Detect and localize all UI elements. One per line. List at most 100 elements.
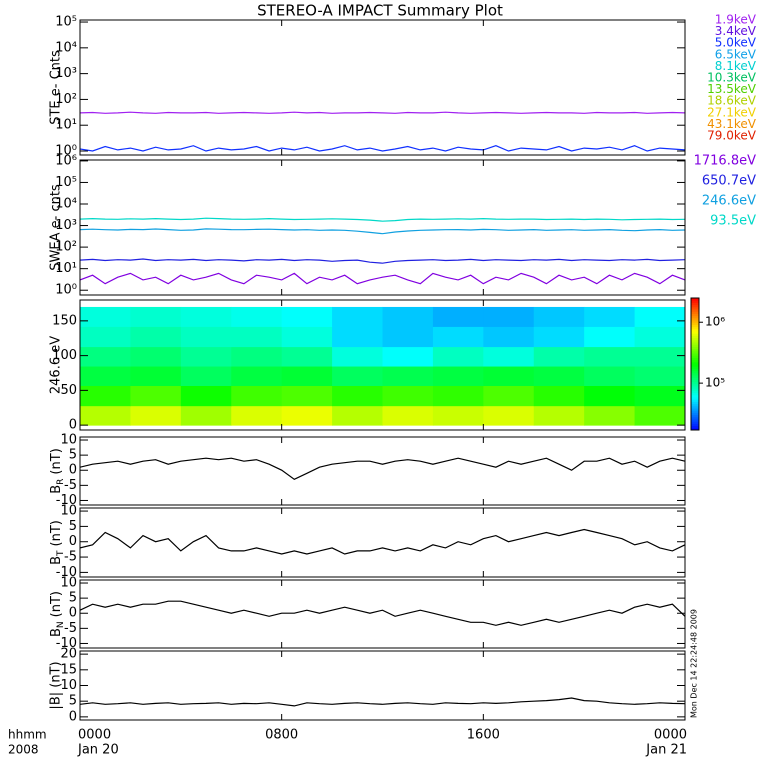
heat-cell <box>634 346 686 367</box>
heat-cell <box>80 326 131 348</box>
y-tick-label: -10 <box>56 565 77 580</box>
panel-frame <box>79 436 686 506</box>
heat-cell <box>231 385 283 407</box>
y-tick-label: 0 <box>69 463 77 478</box>
label-unit: (nT) <box>49 448 64 474</box>
heat-cell <box>180 385 232 407</box>
heat-cell <box>332 346 383 367</box>
colorbar-step <box>691 324 699 328</box>
heat-cell <box>382 385 434 407</box>
heat-cell <box>180 326 232 348</box>
colorbar-step <box>691 315 699 319</box>
heat-cell <box>130 306 182 327</box>
colorbar-step <box>691 328 699 332</box>
heat-cell <box>180 346 232 367</box>
y-tick-label: 0 <box>69 534 77 549</box>
x-tick-label: 0800 <box>265 728 298 743</box>
heat-cell <box>130 366 182 387</box>
y-tick-label: 10⁴ <box>55 40 77 55</box>
data-line <box>80 528 686 555</box>
y-tick-label: -10 <box>56 493 77 508</box>
heat-cell <box>281 346 333 367</box>
legend-entry: 93.5eV <box>710 214 756 229</box>
y-tick-label: 10⁰ <box>55 144 77 159</box>
colorbar-step <box>691 412 699 416</box>
plot-area <box>80 111 686 707</box>
colorbar-step <box>691 427 699 431</box>
colorbar-step <box>691 333 699 336</box>
heat-cell <box>281 326 333 348</box>
colorbar-step <box>691 386 699 389</box>
label-main: B <box>49 556 64 565</box>
heat-cell <box>533 405 585 426</box>
colorbar-step <box>691 416 699 420</box>
heat-cell <box>231 346 283 367</box>
data-line <box>80 228 686 235</box>
legend-entry: 246.6eV <box>702 194 756 209</box>
colorbar-step <box>691 357 699 361</box>
colorbar-step <box>691 392 699 396</box>
heat-cell <box>634 306 686 327</box>
colorbar-step <box>691 401 699 405</box>
y-tick-label: 0 <box>69 606 77 621</box>
heat-cell <box>584 405 636 426</box>
colorbar-step <box>691 344 699 347</box>
heat-cell <box>180 405 232 426</box>
colorbar-step <box>691 359 699 363</box>
heat-cell <box>533 385 585 407</box>
colorbar-step <box>691 370 699 374</box>
heat-cell <box>382 326 434 348</box>
colorbar-tick-label: 10⁵ <box>705 376 725 390</box>
heat-cell <box>332 405 383 426</box>
colorbar-step <box>691 388 699 391</box>
colorbar-step <box>691 322 699 325</box>
heat-cell <box>634 385 686 407</box>
heat-cell <box>483 405 535 426</box>
heat-cell <box>281 306 333 327</box>
y-tick-label: -5 <box>64 621 77 636</box>
heat-cell <box>180 306 232 327</box>
colorbar-step <box>691 361 699 365</box>
x-tick-label: 0000 <box>654 728 687 743</box>
colorbar-step <box>691 353 699 356</box>
y-tick-label: 10¹ <box>55 261 77 276</box>
heat-cell <box>231 326 283 348</box>
heat-cell <box>80 385 131 407</box>
data-line <box>80 258 686 264</box>
legend-entry: 6.5keV <box>715 47 757 61</box>
data-line <box>80 457 686 480</box>
colorbar-step <box>691 381 699 385</box>
colorbar-step <box>691 298 699 301</box>
colorbar-step <box>691 368 699 372</box>
y-tick-label: 150 <box>52 313 77 328</box>
colorbar-step <box>691 350 699 354</box>
colorbar-step <box>691 335 699 339</box>
heat-cell <box>432 405 484 426</box>
heat-cell <box>332 306 383 327</box>
legend-entry: 27.1keV <box>707 105 757 119</box>
y-tick-label: 10³ <box>55 218 77 233</box>
label-main: B <box>49 485 64 494</box>
x-date-label: Jan 21 <box>645 743 687 758</box>
y-tick-label: 10 <box>60 504 77 519</box>
y-axis-label: BR (nT) <box>49 448 66 494</box>
colorbar-step <box>691 337 699 341</box>
colorbar-step <box>691 309 699 312</box>
y-tick-label: 15 <box>60 662 77 677</box>
time-axis-label: hhmm <box>8 728 47 742</box>
heat-cell <box>281 366 333 387</box>
heat-cell <box>130 405 182 426</box>
panel-frame <box>79 650 686 721</box>
colorbar-step <box>691 355 699 358</box>
legend-entry: 3.4keV <box>715 24 757 38</box>
y-tick-label: 10² <box>55 92 77 107</box>
label-unit: (nT) <box>49 591 64 617</box>
heat-cell <box>80 366 131 387</box>
y-axis-label: STE e- Cnts <box>49 50 64 125</box>
heat-cell <box>130 385 182 407</box>
y-tick-label: 100 <box>52 348 77 363</box>
heat-cell <box>80 346 131 367</box>
colorbar-step <box>691 419 699 422</box>
colorbar-step <box>691 346 699 350</box>
y-tick-label: 10⁶ <box>55 153 77 168</box>
